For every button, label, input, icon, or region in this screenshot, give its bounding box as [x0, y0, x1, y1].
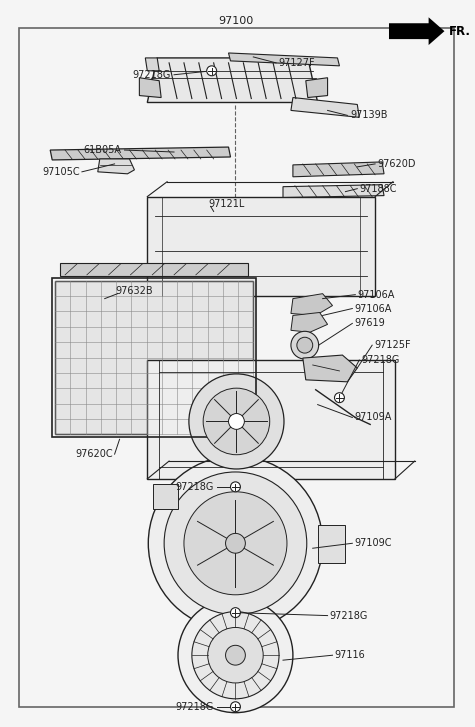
Circle shape [228, 414, 244, 430]
Polygon shape [228, 53, 340, 66]
Polygon shape [147, 58, 318, 103]
Circle shape [230, 482, 240, 491]
Polygon shape [50, 147, 230, 160]
Text: 97125F: 97125F [374, 340, 411, 350]
Text: 97109C: 97109C [354, 538, 392, 548]
Polygon shape [306, 78, 328, 97]
Polygon shape [389, 17, 445, 45]
Circle shape [207, 66, 217, 76]
Circle shape [208, 627, 263, 683]
Circle shape [297, 337, 313, 353]
Polygon shape [291, 97, 359, 117]
Polygon shape [291, 294, 332, 316]
Circle shape [184, 491, 287, 595]
Bar [52, 278, 256, 438]
Bar [147, 196, 375, 296]
Polygon shape [139, 78, 161, 97]
Text: 97105C: 97105C [42, 166, 80, 177]
Text: 61B05A: 61B05A [84, 145, 122, 155]
Text: 97106A: 97106A [354, 304, 392, 313]
Polygon shape [153, 484, 178, 509]
Bar [318, 526, 345, 563]
Polygon shape [291, 313, 328, 332]
Text: 97620C: 97620C [75, 449, 113, 459]
Polygon shape [98, 159, 134, 174]
Bar [147, 360, 395, 479]
Circle shape [226, 646, 246, 665]
Text: 97139B: 97139B [351, 111, 388, 121]
Polygon shape [303, 355, 357, 382]
Text: 97620D: 97620D [377, 159, 416, 169]
Text: 97116: 97116 [334, 650, 365, 660]
Circle shape [226, 534, 246, 553]
Text: 97218G: 97218G [330, 611, 368, 621]
Polygon shape [283, 185, 384, 198]
Circle shape [230, 608, 240, 617]
Text: 97121L: 97121L [209, 198, 245, 209]
Text: 97100: 97100 [218, 16, 253, 26]
Circle shape [192, 611, 279, 699]
Circle shape [178, 598, 293, 712]
Polygon shape [60, 263, 248, 276]
Text: 97188C: 97188C [359, 184, 397, 193]
Polygon shape [145, 58, 159, 71]
Text: 97106A: 97106A [357, 289, 395, 300]
Text: 97619: 97619 [354, 318, 385, 329]
Circle shape [148, 456, 323, 630]
Circle shape [291, 332, 319, 359]
Text: 97218G: 97218G [361, 355, 399, 365]
Circle shape [189, 374, 284, 469]
Circle shape [164, 472, 307, 614]
Circle shape [203, 388, 270, 454]
Circle shape [230, 702, 240, 712]
Text: 97632B: 97632B [115, 286, 153, 296]
Bar [55, 281, 253, 434]
Text: 97109A: 97109A [354, 412, 392, 422]
Text: 97218G: 97218G [133, 70, 171, 80]
Text: FR.: FR. [448, 25, 470, 38]
Text: 97218G: 97218G [175, 702, 214, 712]
Text: 97218G: 97218G [175, 482, 214, 492]
Text: 97127F: 97127F [278, 58, 314, 68]
Polygon shape [293, 162, 384, 177]
Circle shape [334, 393, 344, 403]
